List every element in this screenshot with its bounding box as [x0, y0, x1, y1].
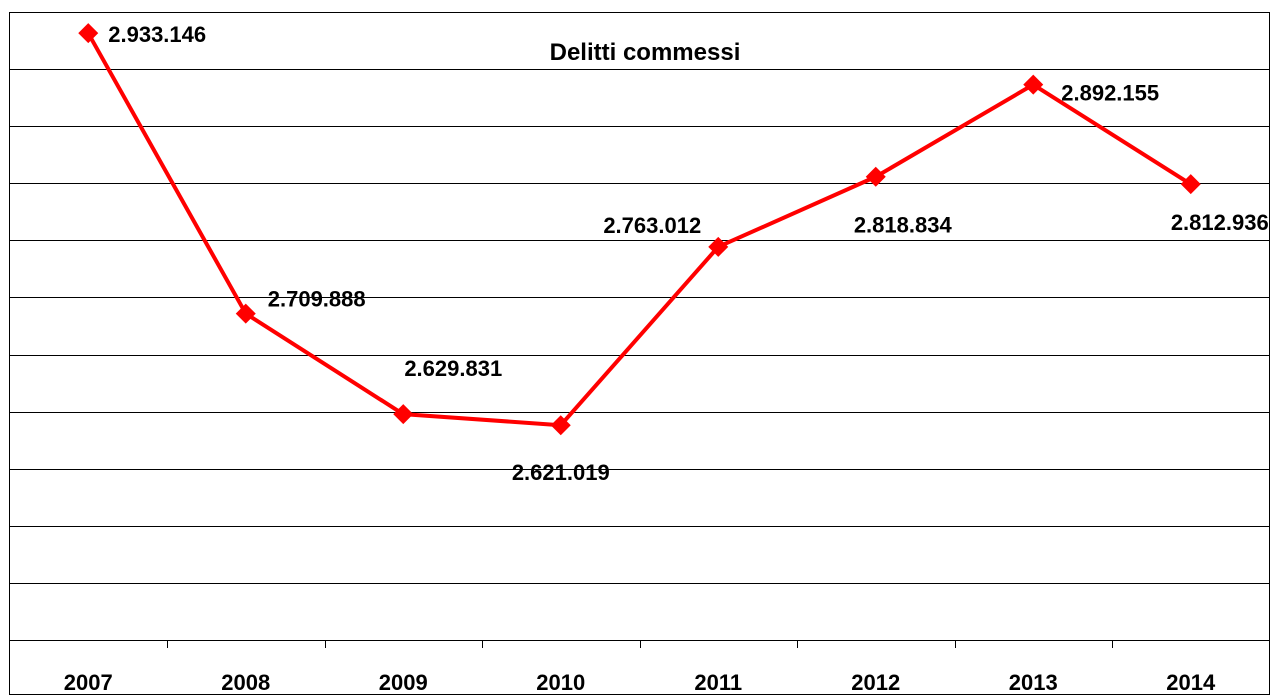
data-point-marker [550, 415, 571, 436]
data-labels: 2.933.146 2.709.888 2.629.831 2.621.019 2.76… [108, 22, 1268, 485]
data-point-marker [865, 166, 886, 187]
data-label: 2.818.834 [854, 213, 953, 238]
series-line-path [86, 32, 1192, 428]
x-axis: 2007 2008 2009 2010 2011 2012 2013 2014 [9, 640, 1270, 695]
data-label: 2.621.019 [512, 460, 610, 485]
data-point-marker [1023, 74, 1044, 95]
data-point-marker [235, 303, 256, 324]
data-point-marker [393, 404, 414, 425]
data-point-marker [1180, 174, 1201, 195]
data-label: 2.892.155 [1061, 81, 1159, 106]
data-point-marker [78, 23, 99, 44]
data-label: 2.709.888 [268, 287, 366, 312]
x-tick-label: 2008 [221, 670, 270, 695]
x-tick-label: 2007 [64, 670, 113, 695]
x-tick-label: 2009 [379, 670, 428, 695]
series-markers [78, 23, 1201, 436]
data-point-marker [708, 236, 729, 257]
data-label: 2.933.146 [108, 22, 206, 47]
data-label: 2.763.012 [603, 213, 701, 238]
series-line [86, 32, 1192, 428]
gridlines [9, 12, 1270, 584]
data-label: 2.812.936 [1171, 210, 1269, 235]
x-tick-label: 2013 [1009, 670, 1058, 695]
x-tick-label: 2010 [536, 670, 585, 695]
x-tick-label: 2011 [694, 670, 742, 695]
data-label: 2.629.831 [404, 356, 502, 381]
x-tick-label: 2012 [851, 670, 900, 695]
chart-title: Delitti commessi [550, 39, 741, 66]
x-tick-label: 2014 [1166, 670, 1216, 695]
